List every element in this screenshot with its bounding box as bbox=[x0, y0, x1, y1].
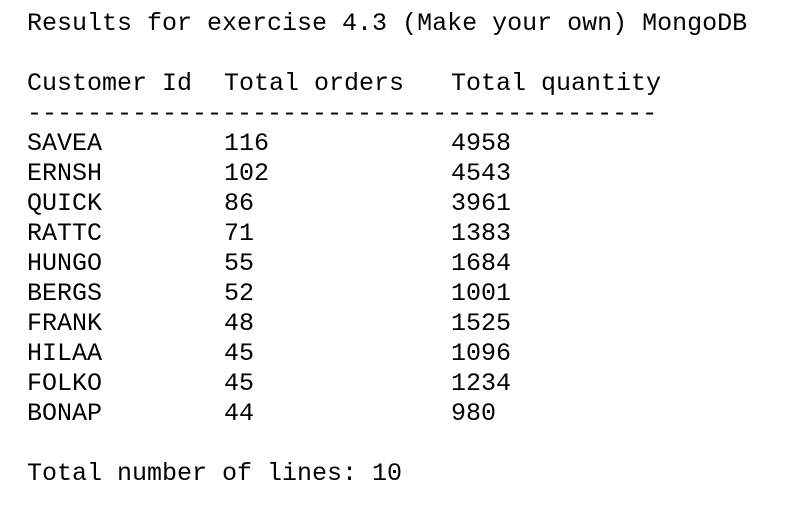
total-lines-summary: Total number of lines: 10 bbox=[27, 459, 403, 488]
cell-total-quantity: 4543 bbox=[451, 159, 512, 188]
cell-total-quantity: 1684 bbox=[451, 249, 512, 278]
column-header-total-quantity: Total quantity bbox=[451, 69, 662, 98]
cell-customer-id: ERNSH bbox=[27, 159, 103, 188]
cell-total-orders: 86 bbox=[224, 189, 255, 218]
cell-customer-id: RATTC bbox=[27, 219, 103, 248]
cell-total-quantity: 4958 bbox=[451, 129, 512, 158]
table-row: FOLKO 45 1234 bbox=[0, 369, 792, 399]
cell-total-orders: 45 bbox=[224, 339, 255, 368]
cell-total-quantity: 1525 bbox=[451, 309, 512, 338]
table-header: Customer Id Total orders Total quantity bbox=[0, 69, 792, 99]
cell-total-orders: 52 bbox=[224, 279, 255, 308]
cell-total-orders: 55 bbox=[224, 249, 255, 278]
column-header-total-orders: Total orders bbox=[224, 69, 405, 98]
table-row: HUNGO 55 1684 bbox=[0, 249, 792, 279]
cell-total-orders: 116 bbox=[224, 129, 270, 158]
column-header-customer-id: Customer Id bbox=[27, 69, 193, 98]
cell-customer-id: QUICK bbox=[27, 189, 103, 218]
table-row: SAVEA 116 4958 bbox=[0, 129, 792, 159]
cell-customer-id: HILAA bbox=[27, 339, 103, 368]
cell-customer-id: HUNGO bbox=[27, 249, 103, 278]
table-row: HILAA 45 1096 bbox=[0, 339, 792, 369]
cell-total-quantity: 1383 bbox=[451, 219, 512, 248]
cell-total-orders: 71 bbox=[224, 219, 255, 248]
table-row: QUICK 86 3961 bbox=[0, 189, 792, 219]
table-row: BONAP 44 980 bbox=[0, 399, 792, 429]
table-row: FRANK 48 1525 bbox=[0, 309, 792, 339]
cell-customer-id: BERGS bbox=[27, 279, 103, 308]
table-row: BERGS 52 1001 bbox=[0, 279, 792, 309]
cell-customer-id: SAVEA bbox=[27, 129, 103, 158]
cell-total-quantity: 1096 bbox=[451, 339, 512, 368]
cell-total-quantity: 3961 bbox=[451, 189, 512, 218]
table-row: RATTC 71 1383 bbox=[0, 219, 792, 249]
cell-total-quantity: 1234 bbox=[451, 369, 512, 398]
cell-customer-id: FOLKO bbox=[27, 369, 103, 398]
cell-total-orders: 48 bbox=[224, 309, 255, 338]
cell-total-orders: 45 bbox=[224, 369, 255, 398]
table-row: ERNSH 102 4543 bbox=[0, 159, 792, 189]
header-separator: ----------------------------------------… bbox=[27, 99, 658, 128]
cell-total-orders: 44 bbox=[224, 399, 255, 428]
results-title: Results for exercise 4.3 (Make your own)… bbox=[27, 9, 748, 38]
cell-customer-id: FRANK bbox=[27, 309, 103, 338]
cell-total-quantity: 1001 bbox=[451, 279, 512, 308]
cell-customer-id: BONAP bbox=[27, 399, 103, 428]
cell-total-quantity: 980 bbox=[451, 399, 497, 428]
cell-total-orders: 102 bbox=[224, 159, 270, 188]
